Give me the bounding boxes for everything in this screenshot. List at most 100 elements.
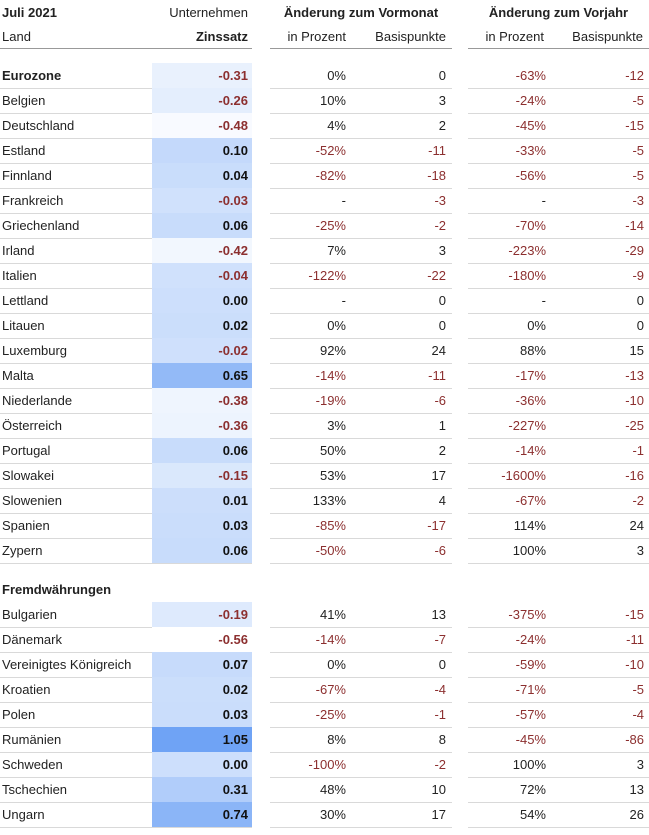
change-value: -25 <box>625 418 644 433</box>
country-label: Eurozone <box>2 68 62 83</box>
change-value: 0% <box>327 68 346 83</box>
change-value: 0% <box>327 318 346 333</box>
change-value: - <box>341 293 346 308</box>
change-value: 0 <box>438 657 446 672</box>
row-rule <box>468 363 649 364</box>
change-value: -24% <box>515 632 546 647</box>
change-value: -227% <box>508 418 546 433</box>
rate-cell: 0.06 <box>152 538 252 563</box>
row-rule <box>468 802 649 803</box>
change-value: 8% <box>327 732 346 747</box>
country-label: Italien <box>2 268 37 283</box>
rate-cell: 1.05 <box>152 727 252 752</box>
row-rule <box>0 363 252 364</box>
change-value: -5 <box>632 682 644 697</box>
row-rule <box>0 463 252 464</box>
country-label: Slowenien <box>2 493 62 508</box>
change-value: 24 <box>431 343 446 358</box>
rate-cell: -0.48 <box>152 113 252 138</box>
country-label: Vereinigtes Königreich <box>2 657 132 672</box>
row-rule <box>270 313 452 314</box>
change-value: 100% <box>512 543 546 558</box>
change-value: -6 <box>434 543 446 558</box>
country-label: Niederlande <box>2 393 73 408</box>
row-rule <box>0 727 252 728</box>
period: Juli 2021 <box>2 5 57 20</box>
rate-cell: -0.04 <box>152 263 252 288</box>
change-value: -24% <box>515 93 546 108</box>
header-rule <box>270 48 452 49</box>
change-value: -7 <box>434 632 446 647</box>
country-label: Kroatien <box>2 682 51 697</box>
change-value: 88% <box>519 343 546 358</box>
row-rule <box>0 538 252 539</box>
rate-cell: 0.03 <box>152 702 252 727</box>
change-value: 30% <box>319 807 346 822</box>
change-value: 0% <box>527 318 546 333</box>
row-rule <box>0 702 252 703</box>
row-rule <box>0 163 252 164</box>
change-value: -52% <box>315 143 346 158</box>
sector: Unternehmen <box>169 5 248 20</box>
country-label: Frankreich <box>2 193 64 208</box>
row-rule <box>468 627 649 628</box>
change-value: 2 <box>438 443 446 458</box>
rate-cell: -0.42 <box>152 238 252 263</box>
row-rule <box>468 238 649 239</box>
change-value: -3 <box>434 193 446 208</box>
row-rule <box>468 413 649 414</box>
column-header: in Prozent <box>485 29 544 44</box>
change-value: -45% <box>515 118 546 133</box>
change-value: -1600% <box>501 468 546 483</box>
change-value: 41% <box>319 607 346 622</box>
row-rule <box>0 513 252 514</box>
change-value: -29 <box>625 243 644 258</box>
change-value: 17 <box>431 468 446 483</box>
change-value: -14% <box>315 632 346 647</box>
row-rule <box>270 388 452 389</box>
row-rule <box>468 338 649 339</box>
change-value: -1 <box>632 443 644 458</box>
change-value: -5 <box>632 168 644 183</box>
row-rule <box>0 388 252 389</box>
row-rule <box>468 438 649 439</box>
country-label: Malta <box>2 368 34 383</box>
column-header: in Prozent <box>287 29 346 44</box>
row-rule <box>0 488 252 489</box>
row-rule <box>0 88 252 89</box>
row-rule <box>0 677 252 678</box>
row-rule <box>270 113 452 114</box>
change-value: 4% <box>327 118 346 133</box>
column-header: Basispunkte <box>572 29 643 44</box>
row-rule <box>270 702 452 703</box>
row-rule <box>270 563 452 564</box>
row-rule <box>468 213 649 214</box>
rate-cell: 0.00 <box>152 752 252 777</box>
row-rule <box>270 413 452 414</box>
rate-cell: -0.26 <box>152 88 252 113</box>
change-value: 54% <box>519 807 546 822</box>
rate-cell: -0.19 <box>152 602 252 627</box>
row-rule <box>0 802 252 803</box>
change-value: 3 <box>636 543 644 558</box>
change-value: -17% <box>515 368 546 383</box>
rate-cell: 0.07 <box>152 652 252 677</box>
change-value: -15 <box>625 118 644 133</box>
row-rule <box>270 652 452 653</box>
change-value: 0 <box>636 293 644 308</box>
header-rule <box>0 48 252 49</box>
change-value: 10% <box>319 93 346 108</box>
rate-cell: 0.04 <box>152 163 252 188</box>
change-value: -375% <box>508 607 546 622</box>
change-value: -70% <box>515 218 546 233</box>
country-label: Lettland <box>2 293 49 308</box>
country-label: Ungarn <box>2 807 45 822</box>
row-rule <box>468 163 649 164</box>
change-value: -22 <box>427 268 446 283</box>
row-rule <box>468 563 649 564</box>
rate-cell: -0.36 <box>152 413 252 438</box>
row-rule <box>270 827 452 828</box>
change-value: -11 <box>626 632 644 647</box>
section-title: Fremdwährungen <box>2 582 112 597</box>
change-value: 100% <box>512 757 546 772</box>
